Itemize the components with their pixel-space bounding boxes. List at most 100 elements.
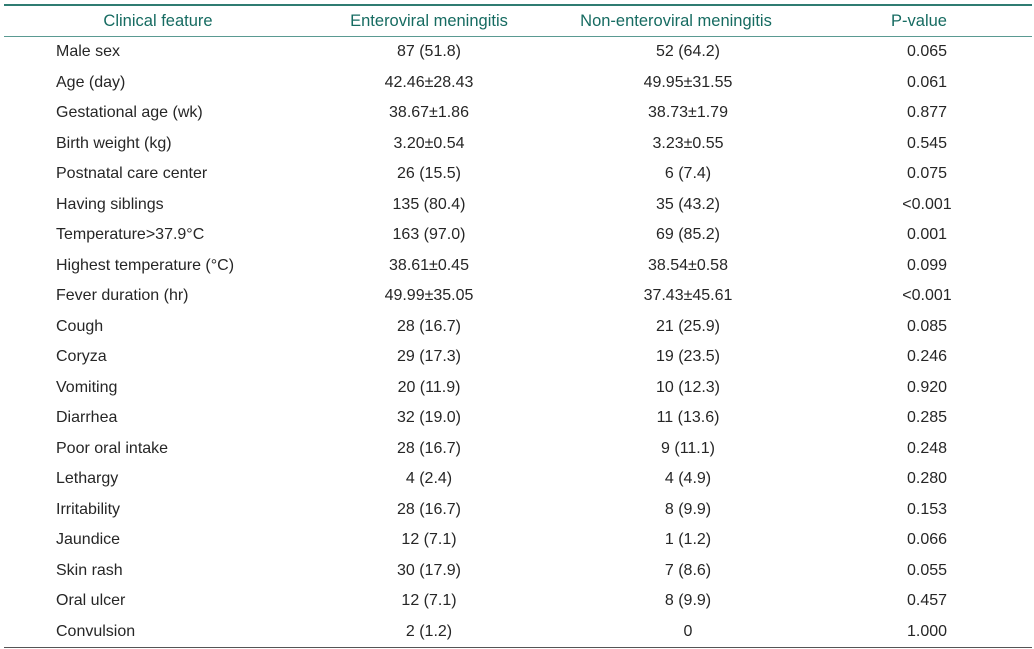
header-non-enteroviral: Non-enteroviral meningitis xyxy=(546,0,806,37)
table-row: Birth weight (kg) 3.20±0.54 3.23±0.55 0.545 xyxy=(4,129,1032,160)
header-enteroviral: Enteroviral meningitis xyxy=(312,0,546,37)
cell-non-enteroviral: 35 (43.2) xyxy=(655,195,721,213)
table-row: Lethargy 4 (2.4) 4 (4.9) 0.280 xyxy=(4,464,1032,495)
cell-p-value: 0.001 xyxy=(906,226,948,244)
cell-non-enteroviral: 52 (64.2) xyxy=(655,43,721,61)
table-body: Male sex 87 (51.8) 52 (64.2) 0.065 Age (day)… xyxy=(4,37,1032,648)
cell-p-value: 0.877 xyxy=(906,104,948,122)
cell-p-value: 0.055 xyxy=(906,561,948,579)
cell-p-value: 0.457 xyxy=(906,592,948,610)
table-row: Convulsion 2 (1.2) 0 1.000 xyxy=(4,616,1032,648)
cell-p-value: 0.545 xyxy=(906,134,948,152)
cell-p-value: 0.246 xyxy=(906,348,948,366)
cell-p-value: 1.000 xyxy=(806,616,1032,648)
cell-clinical-feature: Jaundice xyxy=(56,531,121,549)
cell-enteroviral: 12 (7.1) xyxy=(401,531,457,549)
cell-enteroviral: 32 (19.0) xyxy=(396,409,462,427)
cell-clinical-feature: Male sex xyxy=(56,43,121,61)
cell-p-value: 0.153 xyxy=(906,500,948,518)
cell-enteroviral: 163 (97.0) xyxy=(392,226,466,244)
cell-clinical-feature: Irritability xyxy=(56,500,121,518)
cell-clinical-feature: Vomiting xyxy=(56,378,118,396)
cell-enteroviral: 30 (17.9) xyxy=(396,561,462,579)
table-row: Temperature>37.9°C 163 (97.0) 69 (85.2) 0.0… xyxy=(4,220,1032,251)
cell-clinical-feature: Postnatal care center xyxy=(56,165,208,183)
cell-p-value: 0.085 xyxy=(906,317,948,335)
cell-non-enteroviral: 0 xyxy=(546,616,806,648)
cell-non-enteroviral: 10 (12.3) xyxy=(655,378,721,396)
table-row: Highest temperature (°C) 38.61±0.45 38.54±… xyxy=(4,251,1032,282)
cell-enteroviral: 2 (1.2) xyxy=(312,616,546,648)
cell-clinical-feature: Temperature>37.9°C xyxy=(56,226,205,244)
table-row: Male sex 87 (51.8) 52 (64.2) 0.065 xyxy=(4,37,1032,68)
cell-p-value: 0.285 xyxy=(906,409,948,427)
table-row: Cough 28 (16.7) 21 (25.9) 0.085 xyxy=(4,312,1032,343)
cell-enteroviral: 3.20±0.54 xyxy=(393,134,465,152)
cell-p-value: <0.001 xyxy=(902,195,952,213)
cell-non-enteroviral: 37.43±45.61 xyxy=(643,287,733,305)
cell-enteroviral: 49.99±35.05 xyxy=(384,287,474,305)
cell-non-enteroviral: 8 (9.9) xyxy=(664,592,712,610)
clinical-features-table: Clinical feature Enteroviral meningitis … xyxy=(4,0,1032,648)
table-row: Jaundice 12 (7.1) 1 (1.2) 0.066 xyxy=(4,525,1032,556)
cell-p-value: 0.280 xyxy=(906,470,948,488)
cell-clinical-feature: Cough xyxy=(56,317,104,335)
cell-clinical-feature: Oral ulcer xyxy=(56,592,126,610)
cell-enteroviral: 28 (16.7) xyxy=(396,317,462,335)
cell-enteroviral: 87 (51.8) xyxy=(396,43,462,61)
cell-enteroviral: 26 (15.5) xyxy=(396,165,462,183)
cell-enteroviral: 12 (7.1) xyxy=(401,592,457,610)
cell-enteroviral: 28 (16.7) xyxy=(396,439,462,457)
cell-p-value: 0.920 xyxy=(906,378,948,396)
cell-non-enteroviral: 38.73±1.79 xyxy=(648,104,728,122)
table-row: Coryza 29 (17.3) 19 (23.5) 0.246 xyxy=(4,342,1032,373)
cell-clinical-feature: Birth weight (kg) xyxy=(56,134,172,152)
cell-non-enteroviral: 6 (7.4) xyxy=(664,165,712,183)
table-row: Fever duration (hr) 49.99±35.05 37.43±45.6… xyxy=(4,281,1032,312)
cell-non-enteroviral: 38.54±0.58 xyxy=(648,256,728,274)
cell-enteroviral: 28 (16.7) xyxy=(396,500,462,518)
cell-non-enteroviral: 69 (85.2) xyxy=(655,226,721,244)
cell-clinical-feature: Skin rash xyxy=(56,561,123,579)
cell-enteroviral: 20 (11.9) xyxy=(397,378,461,396)
cell-non-enteroviral: 7 (8.6) xyxy=(664,561,712,579)
cell-non-enteroviral: 19 (23.5) xyxy=(655,348,721,366)
cell-p-value: 0.061 xyxy=(906,73,948,91)
cell-non-enteroviral: 9 (11.1) xyxy=(661,439,715,457)
cell-p-value: 0.065 xyxy=(906,43,948,61)
cell-p-value: 0.066 xyxy=(906,531,948,549)
cell-p-value: 0.099 xyxy=(906,256,948,274)
cell-non-enteroviral: 1 (1.2) xyxy=(664,531,712,549)
table-row: Poor oral intake 28 (16.7) 9 (11.1) 0.248 xyxy=(4,434,1032,465)
table-row: Irritability 28 (16.7) 8 (9.9) 0.153 xyxy=(4,495,1032,526)
header-clinical-feature: Clinical feature xyxy=(4,0,312,37)
cell-clinical-feature: Convulsion xyxy=(4,616,312,648)
cell-enteroviral: 4 (2.4) xyxy=(405,470,453,488)
cell-clinical-feature: Lethargy xyxy=(56,470,119,488)
cell-non-enteroviral: 3.23±0.55 xyxy=(652,134,724,152)
cell-p-value: 0.248 xyxy=(906,439,948,457)
cell-clinical-feature: Diarrhea xyxy=(56,409,118,427)
cell-enteroviral: 135 (80.4) xyxy=(392,195,466,213)
cell-clinical-feature: Coryza xyxy=(56,348,107,366)
table-row: Skin rash 30 (17.9) 7 (8.6) 0.055 xyxy=(4,556,1032,587)
cell-non-enteroviral: 8 (9.9) xyxy=(664,500,712,518)
header-p-value: P-value xyxy=(806,0,1032,37)
cell-p-value: <0.001 xyxy=(902,287,952,305)
table-row: Age (day) 42.46±28.43 49.95±31.55 0.061 xyxy=(4,68,1032,99)
cell-non-enteroviral: 49.95±31.55 xyxy=(643,73,733,91)
cell-enteroviral: 29 (17.3) xyxy=(396,348,462,366)
table-row: Vomiting 20 (11.9) 10 (12.3) 0.920 xyxy=(4,373,1032,404)
cell-enteroviral: 38.67±1.86 xyxy=(389,104,469,122)
cell-non-enteroviral: 21 (25.9) xyxy=(655,317,721,335)
cell-non-enteroviral: 4 (4.9) xyxy=(664,470,712,488)
cell-clinical-feature: Age (day) xyxy=(56,73,126,91)
table-row: Oral ulcer 12 (7.1) 8 (9.9) 0.457 xyxy=(4,586,1032,617)
table-header: Clinical feature Enteroviral meningitis … xyxy=(4,0,1032,37)
cell-clinical-feature: Highest temperature (°C) xyxy=(56,256,235,274)
cell-enteroviral: 42.46±28.43 xyxy=(384,73,474,91)
cell-non-enteroviral: 11 (13.6) xyxy=(656,409,720,427)
table-row: Having siblings 135 (80.4) 35 (43.2) <0.001 xyxy=(4,190,1032,221)
table-top-rule xyxy=(4,4,1032,6)
